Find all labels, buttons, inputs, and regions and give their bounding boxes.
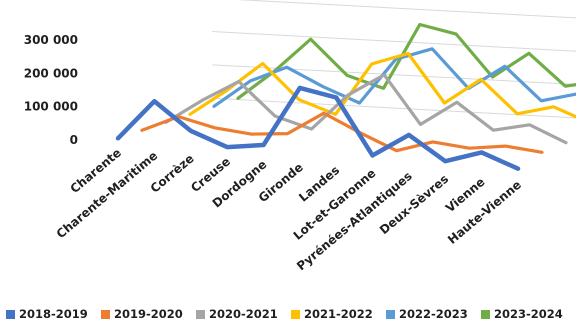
x-tick-label: Haute-Vienne (445, 178, 524, 247)
series-line-2023-2024 (236, 22, 576, 100)
gridline (212, 97, 576, 119)
legend-swatch (101, 310, 110, 319)
y-tick-label: 300 000 (24, 33, 78, 47)
legend-label: 2022-2023 (399, 307, 468, 321)
series-line-2019-2020 (140, 111, 544, 154)
series-line-2022-2023 (212, 47, 576, 108)
y-tick-label: 100 000 (24, 100, 78, 114)
series-lines (115, 22, 576, 171)
legend-swatch (386, 310, 395, 319)
x-axis-ticks: CharenteCharente-MaritimeCorrèzeCreuseDo… (54, 146, 524, 274)
x-tick-label: Deux-Sèvres (377, 172, 451, 237)
y-tick-label: 0 (70, 133, 78, 147)
legend-swatch (6, 310, 15, 319)
gridline (212, 31, 576, 52)
legend-swatch (196, 310, 205, 319)
legend-label: 2018-2019 (19, 307, 88, 321)
y-tick-label: 200 000 (24, 66, 78, 80)
series-line-2020-2021 (164, 73, 568, 145)
legend-label: 2023-2024 (494, 307, 563, 321)
series-line-2018-2019 (115, 85, 521, 171)
series-line-2021-2022 (188, 51, 576, 119)
legend-swatch (481, 310, 490, 319)
legend-label: 2021-2022 (304, 307, 373, 321)
gridline (236, 0, 576, 19)
legend-swatch (291, 310, 300, 319)
legend-label: 2019-2020 (114, 307, 183, 321)
legend-label: 2020-2021 (209, 307, 278, 321)
y-axis-ticks: 0 100 000 200 000 300 000 (24, 33, 78, 147)
legend: 2018-2019 2019-2020 2020-2021 2021-2022 2022… (6, 307, 563, 321)
